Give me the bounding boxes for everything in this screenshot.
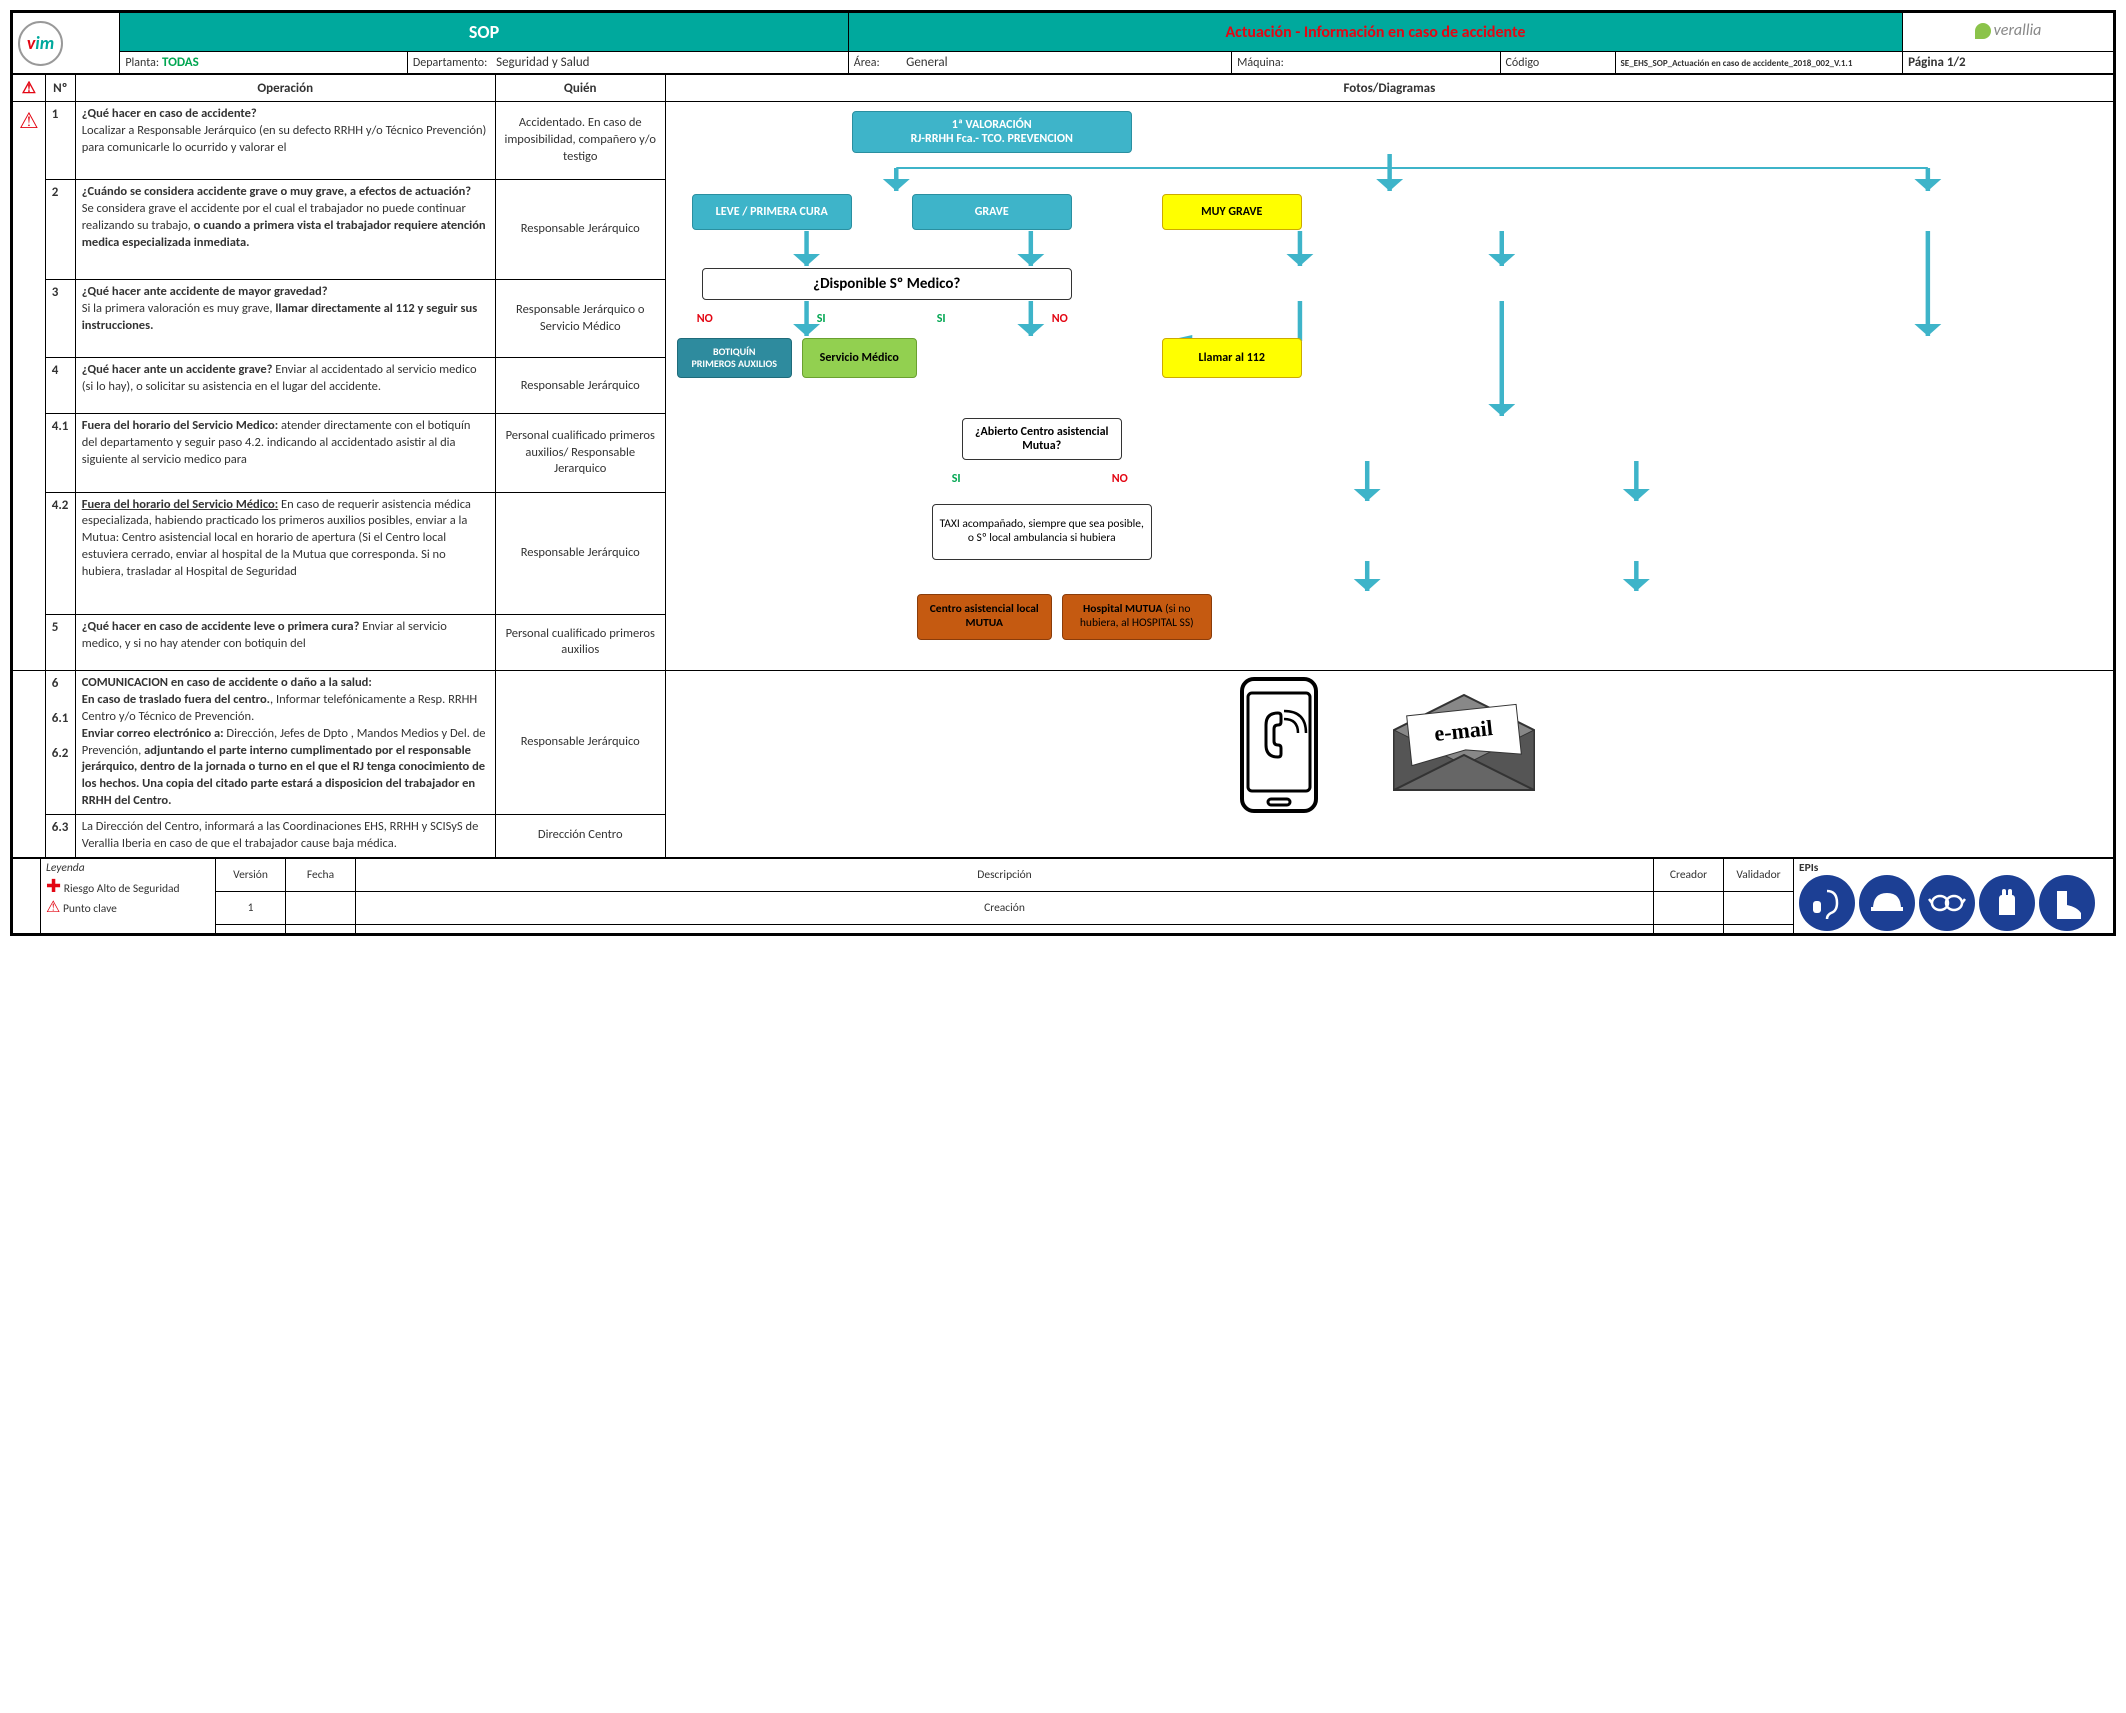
main-table: ⚠ Nº Operación Quién Fotos/Diagramas ⚠ 1… <box>12 74 2114 858</box>
brand-verallia: verallia <box>1975 21 2042 40</box>
red-cross-icon: ✚ <box>46 875 61 897</box>
leyenda-label: Leyenda <box>46 861 85 875</box>
col-quien: Quién <box>495 75 665 102</box>
epis-label: EPIs <box>1799 861 1818 875</box>
flow-llamar: Llamar al 112 <box>1162 338 1302 378</box>
sop-document: vim SOP Actuación - Información en caso … <box>10 10 2116 936</box>
pagina: Página 1/2 <box>1903 52 2114 74</box>
doc-title: Actuación - Información en caso de accid… <box>848 13 1902 52</box>
flow-botiquin: BOTIQUÍN PRIMEROS AUXILIOS <box>677 338 792 378</box>
epi-boots-icon <box>2039 875 2095 931</box>
row-op: ¿Qué hacer en caso de accidente?Localiza… <box>75 102 495 180</box>
epi-ear-icon <box>1799 875 1855 931</box>
warning-icon: ⚠ <box>22 79 36 98</box>
flow-muygrave: MUY GRAVE <box>1162 194 1302 230</box>
flow-root: 1ª VALORACIÓN RJ-RRHH Fca.- TCO. PREVENC… <box>852 111 1132 153</box>
flow-grave: GRAVE <box>912 194 1072 230</box>
flow-taxi: TAXI acompañado, siempre que sea posible… <box>932 504 1152 560</box>
epi-goggles-icon <box>1919 875 1975 931</box>
warning-icon: ⚠ <box>46 898 60 917</box>
flow-hosp: Hospital MUTUA (si no hubiera, al HOSPIT… <box>1062 594 1212 640</box>
header-table: vim SOP Actuación - Información en caso … <box>12 12 2114 74</box>
flow-centro: Centro asistencial local MUTUA <box>917 594 1052 640</box>
col-num: Nº <box>45 75 75 102</box>
flow-leve: LEVE / PRIMERA CURA <box>692 194 852 230</box>
row-quien: Accidentado. En caso de imposibilidad, c… <box>495 102 665 180</box>
epi-icons <box>1799 875 2108 931</box>
email-icon: e-mail <box>1384 690 1544 806</box>
logo-vim: vim <box>18 21 63 66</box>
epi-gloves-icon <box>1979 875 2035 931</box>
flow-abierto: ¿Abierto Centro asistencial Mutua? <box>962 418 1122 460</box>
warn-col: ⚠ <box>13 102 46 671</box>
row-num: 1 <box>45 102 75 180</box>
comm-icons-cell: e-mail <box>665 671 2113 858</box>
flowchart: 1ª VALORACIÓN RJ-RRHH Fca.- TCO. PREVENC… <box>672 106 2107 666</box>
flow-servmed: Servicio Médico <box>802 338 917 378</box>
diagram-cell: 1ª VALORACIÓN RJ-RRHH Fca.- TCO. PREVENC… <box>665 102 2113 671</box>
flow-disp: ¿Disponible Sº Medico? <box>702 268 1072 300</box>
col-op: Operación <box>75 75 495 102</box>
footer-table: Leyenda ✚ Riesgo Alto de Seguridad ⚠ Pun… <box>12 858 2114 934</box>
col-fotos: Fotos/Diagramas <box>665 75 2113 102</box>
epi-helmet-icon <box>1859 875 1915 931</box>
sop-label: SOP <box>120 13 848 52</box>
phone-icon <box>1234 675 1324 821</box>
